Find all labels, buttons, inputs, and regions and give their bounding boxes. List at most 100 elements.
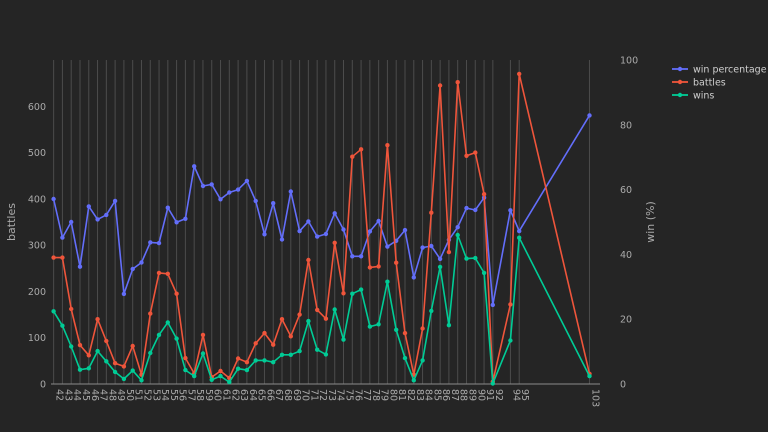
series-point-2	[455, 232, 460, 238]
series-point-2	[587, 373, 592, 379]
series-point-1	[517, 71, 522, 77]
y-tick-label-right: 100	[620, 56, 638, 67]
series-point-0	[315, 234, 320, 239]
series-point-1	[148, 311, 153, 316]
x-tick-label: 53	[150, 389, 161, 401]
series-point-0	[473, 207, 478, 213]
series-point-2	[51, 309, 56, 314]
series-point-1	[306, 257, 311, 263]
x-tick-label: 88	[458, 389, 469, 401]
legend-label: win percentage	[693, 65, 767, 76]
series-point-0	[411, 275, 416, 280]
series-point-2	[385, 279, 390, 284]
series-point-1	[473, 150, 478, 155]
x-tick-label: 71	[308, 389, 319, 401]
x-tick-label: 86	[440, 389, 451, 401]
series-point-1	[95, 317, 100, 322]
series-point-1	[77, 342, 83, 348]
legend-marker	[677, 66, 683, 72]
x-tick-label: 76	[352, 389, 363, 401]
x-tick-label: 73	[326, 389, 337, 401]
y-tick-label-left: 600	[28, 102, 46, 113]
series-point-0	[253, 198, 258, 204]
x-tick-label: 92	[493, 389, 504, 401]
series-point-0	[218, 197, 223, 202]
series-point-2	[77, 367, 83, 372]
x-tick-label: 72	[317, 389, 328, 401]
y-axis-title-left: battles	[5, 203, 18, 241]
x-tick-label: 87	[449, 389, 460, 401]
series-point-0	[86, 204, 92, 209]
series-point-2	[350, 291, 355, 296]
series-point-0	[297, 228, 302, 234]
series-point-1	[323, 316, 329, 321]
series-point-2	[473, 255, 478, 261]
x-tick-label: 59	[203, 389, 214, 401]
legend-marker	[677, 92, 683, 98]
series-point-2	[227, 379, 232, 385]
series-point-1	[402, 330, 408, 336]
y-tick-label-left: 100	[28, 333, 46, 344]
y-tick-label-left: 400	[28, 194, 46, 205]
series-point-0	[156, 240, 162, 246]
series-point-2	[490, 381, 495, 386]
y-tick-label-left: 300	[28, 241, 46, 252]
series-point-0	[464, 205, 469, 211]
x-tick-label: 74	[335, 389, 346, 401]
x-tick-label: 68	[282, 389, 293, 401]
series-point-0	[350, 254, 355, 259]
series-point-0	[288, 189, 293, 194]
series-point-2	[429, 308, 434, 314]
series-point-0	[112, 198, 118, 204]
series-point-2	[104, 359, 109, 364]
x-tick-label: 49	[115, 389, 126, 401]
series-point-0	[587, 113, 592, 118]
x-tick-label: 60	[212, 389, 223, 401]
series-point-1	[367, 265, 373, 270]
series-point-1	[69, 306, 74, 312]
x-tick-label: 90	[475, 389, 486, 401]
series-point-0	[139, 260, 144, 265]
series-point-1	[60, 255, 65, 260]
series-point-2	[95, 348, 100, 354]
legend-item-1[interactable]: battles	[672, 78, 726, 89]
series-point-2	[332, 307, 337, 312]
x-tick-label: 55	[168, 389, 179, 401]
x-tick-label: 85	[431, 389, 442, 401]
y-tick-label-left: 0	[40, 380, 46, 391]
series-point-0	[262, 232, 267, 237]
series-point-1	[51, 255, 56, 260]
series-point-0	[200, 183, 206, 189]
series-point-0	[271, 201, 276, 206]
legend-item-0[interactable]: win percentage	[672, 65, 767, 76]
series-point-0	[402, 227, 408, 233]
series-point-0	[121, 291, 127, 297]
series-point-0	[508, 208, 513, 213]
x-tick-label: 83	[414, 389, 425, 401]
series-point-1	[130, 343, 135, 349]
series-point-0	[235, 187, 241, 192]
series-point-0	[77, 264, 83, 269]
series-point-0	[51, 196, 56, 202]
x-tick-label: 82	[405, 389, 416, 401]
x-tick-label: 67	[273, 389, 284, 401]
legend[interactable]: win percentage battles wins	[672, 65, 767, 102]
legend-label: wins	[693, 91, 714, 102]
series-point-2	[323, 352, 329, 357]
series-point-2	[437, 264, 443, 270]
axes: battles win (%) 424344454647484950515253…	[5, 56, 657, 408]
series-point-0	[323, 231, 329, 237]
series-point-1	[350, 154, 355, 159]
series-point-0	[192, 164, 197, 169]
x-tick-label: 70	[300, 389, 311, 401]
x-tick-label: 103	[589, 389, 600, 407]
series-point-2	[271, 360, 276, 365]
series-point-2	[183, 367, 188, 373]
series-point-1	[315, 307, 320, 313]
x-tick-label: 52	[141, 389, 152, 401]
series-point-1	[235, 356, 241, 361]
series-point-0	[130, 266, 135, 272]
series-point-1	[174, 291, 179, 296]
legend-item-2[interactable]: wins	[672, 91, 714, 102]
